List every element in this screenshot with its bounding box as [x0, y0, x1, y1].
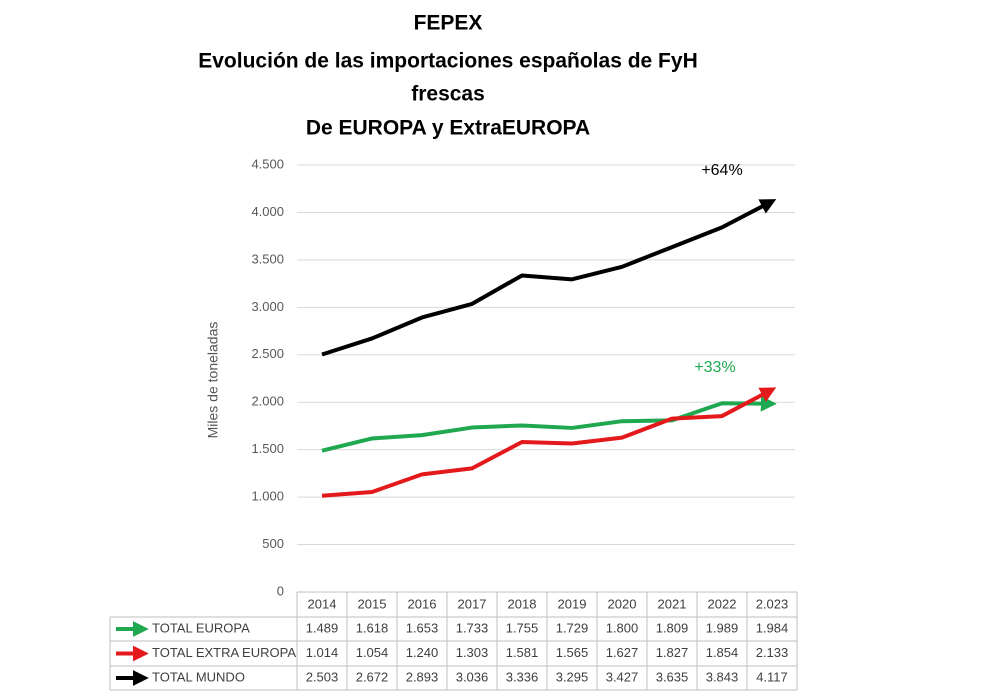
table-value: 1.581 [506, 645, 539, 660]
table-value: 1.733 [456, 620, 489, 635]
table-value: 4.117 [756, 669, 788, 684]
x-tick-label: 2020 [608, 596, 637, 611]
y-tick-label: 4.000 [251, 204, 284, 219]
table-value: 2.133 [756, 645, 789, 660]
table-value: 1.989 [706, 620, 739, 635]
table-value: 1.800 [606, 620, 639, 635]
y-axis-label: Miles de toneladas [205, 322, 221, 439]
x-tick-label: 2015 [358, 596, 387, 611]
y-tick-label: 1.000 [251, 489, 284, 504]
table-value: 1.054 [356, 645, 389, 660]
y-tick-label: 0 [277, 583, 284, 598]
table-value: 1.854 [706, 645, 739, 660]
y-tick-label: 2.500 [251, 346, 284, 361]
series-line [321, 199, 777, 357]
table-value: 1.755 [506, 620, 539, 635]
x-tick-label: 2017 [458, 596, 487, 611]
table-value: 1.303 [456, 645, 489, 660]
chart-title: frescas [411, 83, 485, 106]
table-value: 1.014 [306, 645, 339, 660]
table-value: 1.653 [406, 620, 439, 635]
table-value: 1.627 [606, 645, 639, 660]
x-tick-label: 2022 [708, 596, 737, 611]
table-value: 3.427 [606, 669, 639, 684]
table-value: 1.827 [656, 645, 689, 660]
x-tick-label: 2016 [408, 596, 437, 611]
x-tick-label: 2019 [558, 596, 587, 611]
legend-label: TOTAL MUNDO [152, 669, 245, 684]
table-value: 3.036 [456, 669, 489, 684]
chart-title: De EUROPA y ExtraEUROPA [306, 117, 590, 140]
table-value: 2.893 [406, 669, 439, 684]
y-tick-label: 4.500 [251, 156, 284, 171]
legend-label: TOTAL EXTRA EUROPA [152, 645, 296, 660]
series-line [321, 387, 777, 498]
table-value: 1.729 [556, 620, 589, 635]
table-value: 2.503 [306, 669, 339, 684]
y-tick-label: 3.000 [251, 299, 284, 314]
table-value: 1.984 [756, 620, 789, 635]
y-tick-label: 500 [262, 536, 284, 551]
table-value: 1.240 [406, 645, 439, 660]
x-tick-label: 2018 [508, 596, 537, 611]
x-tick-label: 2014 [308, 596, 337, 611]
legend-label: TOTAL EUROPA [152, 620, 250, 635]
table-value: 2.672 [356, 669, 389, 684]
annotation: +64% [701, 162, 742, 179]
table-value: 1.565 [556, 645, 589, 660]
table-value: 1.489 [306, 620, 339, 635]
y-tick-label: 2.000 [251, 394, 284, 409]
table-value: 3.295 [556, 669, 589, 684]
series-line [321, 395, 777, 453]
y-tick-label: 3.500 [251, 251, 284, 266]
table-value: 3.635 [656, 669, 689, 684]
table-value: 1.618 [356, 620, 389, 635]
y-tick-label: 1.500 [251, 441, 284, 456]
chart-title: FEPEX [414, 12, 483, 35]
chart-title: Evolución de las importaciones españolas… [198, 50, 697, 73]
table-value: 3.336 [506, 669, 539, 684]
annotation: +33% [694, 359, 735, 376]
x-tick-label: 2.023 [756, 596, 789, 611]
table-value: 1.809 [656, 620, 689, 635]
table-value: 3.843 [706, 669, 739, 684]
x-tick-label: 2021 [658, 596, 687, 611]
